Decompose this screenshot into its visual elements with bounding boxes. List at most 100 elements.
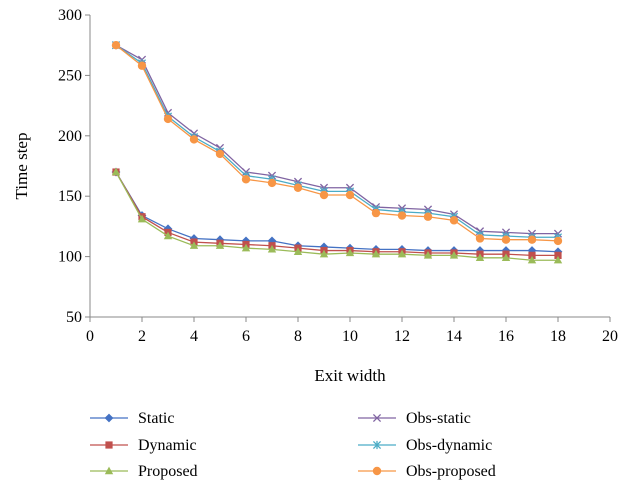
legend-item: Dynamic bbox=[90, 437, 197, 454]
data-point bbox=[189, 234, 199, 243]
data-point bbox=[163, 224, 173, 234]
legend-label: Obs-dynamic bbox=[406, 437, 492, 454]
data-point bbox=[267, 244, 277, 253]
legend-label: Static bbox=[138, 410, 174, 427]
data-point bbox=[189, 135, 199, 144]
data-point bbox=[553, 236, 563, 246]
legend-item: Static bbox=[90, 410, 174, 427]
data-point bbox=[423, 250, 433, 259]
data-point bbox=[449, 216, 459, 225]
legend-label: Obs-static bbox=[406, 410, 471, 427]
legend-item: Obs-proposed bbox=[358, 463, 496, 480]
data-point bbox=[241, 236, 251, 246]
data-point bbox=[397, 249, 407, 258]
data-point bbox=[527, 235, 537, 244]
data-point bbox=[371, 208, 381, 218]
legend-item: Obs-static bbox=[358, 410, 471, 427]
series-group bbox=[111, 41, 563, 264]
x-tick-label: 16 bbox=[498, 328, 514, 345]
x-tick-label: 14 bbox=[446, 328, 462, 345]
x-tick-label: 4 bbox=[190, 328, 198, 345]
series-line bbox=[115, 171, 558, 261]
series-obs-static bbox=[111, 41, 563, 238]
legend-marker bbox=[372, 466, 382, 476]
data-point bbox=[501, 246, 511, 255]
series-dynamic bbox=[112, 168, 562, 259]
data-point bbox=[163, 231, 173, 240]
data-point bbox=[475, 246, 485, 255]
data-point bbox=[528, 251, 536, 259]
x-axis-title: Exit width bbox=[314, 366, 386, 385]
data-point bbox=[111, 167, 121, 176]
data-point bbox=[241, 175, 251, 184]
series-line bbox=[115, 171, 558, 257]
legend-item: Proposed bbox=[90, 463, 198, 480]
x-tick-label: 12 bbox=[394, 328, 410, 345]
series-static bbox=[111, 167, 563, 257]
legend: Static Dynamic Proposed Obs-static Obs-dynam… bbox=[90, 410, 496, 480]
data-point bbox=[501, 253, 511, 262]
legend-label: Proposed bbox=[138, 463, 198, 480]
series-line bbox=[115, 44, 558, 235]
legend-item: Obs-dynamic bbox=[358, 437, 492, 454]
x-tick-label: 2 bbox=[138, 328, 146, 345]
data-point bbox=[189, 241, 199, 249]
data-point bbox=[111, 41, 121, 50]
x-tick-label: 20 bbox=[602, 328, 618, 345]
data-point bbox=[423, 212, 433, 221]
data-point bbox=[137, 61, 147, 70]
data-point bbox=[293, 183, 303, 192]
y-tick-label: 300 bbox=[58, 7, 82, 24]
data-point bbox=[293, 247, 303, 255]
y-tick-label: 50 bbox=[66, 309, 82, 326]
series-obs-dynamic bbox=[111, 41, 563, 242]
data-point bbox=[501, 235, 511, 244]
data-point bbox=[345, 248, 355, 257]
data-point bbox=[397, 211, 407, 220]
series-proposed bbox=[111, 167, 563, 264]
data-point bbox=[215, 241, 225, 249]
data-point bbox=[267, 236, 277, 246]
data-point bbox=[553, 255, 563, 264]
data-point bbox=[215, 149, 225, 159]
data-point bbox=[319, 242, 329, 252]
data-point bbox=[267, 178, 277, 188]
data-point bbox=[319, 249, 329, 258]
data-point bbox=[475, 253, 485, 262]
axis-ticks: 50 100 150 200 250 300 0 2 4 6 8 10 12 14 16 18 20 bbox=[58, 7, 618, 345]
x-tick-label: 10 bbox=[342, 328, 358, 345]
y-tick-label: 100 bbox=[58, 249, 82, 266]
axes bbox=[89, 15, 610, 318]
legend-marker bbox=[104, 466, 114, 475]
series-obs-proposed bbox=[111, 41, 563, 246]
data-point bbox=[527, 255, 537, 264]
data-point bbox=[449, 250, 459, 259]
x-tick-label: 18 bbox=[550, 328, 566, 345]
y-tick-label: 250 bbox=[58, 67, 82, 84]
y-tick-label: 200 bbox=[58, 128, 82, 145]
y-tick-label: 150 bbox=[58, 188, 82, 205]
data-point bbox=[371, 249, 381, 258]
x-tick-label: 8 bbox=[294, 328, 302, 345]
series-line bbox=[115, 171, 559, 253]
data-point bbox=[345, 190, 355, 200]
data-point bbox=[137, 214, 147, 223]
x-tick-label: 6 bbox=[242, 328, 250, 345]
legend-label: Dynamic bbox=[138, 437, 197, 454]
marker-stroke bbox=[372, 413, 382, 423]
data-point bbox=[319, 190, 329, 200]
data-point bbox=[163, 114, 173, 124]
data-point bbox=[241, 243, 251, 252]
x-tick-label: 0 bbox=[86, 328, 94, 345]
legend-marker bbox=[372, 413, 382, 423]
legend-marker bbox=[372, 440, 382, 450]
series-line bbox=[115, 44, 559, 242]
data-point bbox=[554, 251, 562, 259]
data-point bbox=[527, 246, 537, 255]
data-point bbox=[475, 234, 485, 243]
legend-marker bbox=[105, 441, 113, 449]
legend-marker bbox=[104, 413, 114, 423]
legend-label: Obs-proposed bbox=[406, 463, 496, 480]
y-axis-title: Time step bbox=[12, 133, 31, 200]
